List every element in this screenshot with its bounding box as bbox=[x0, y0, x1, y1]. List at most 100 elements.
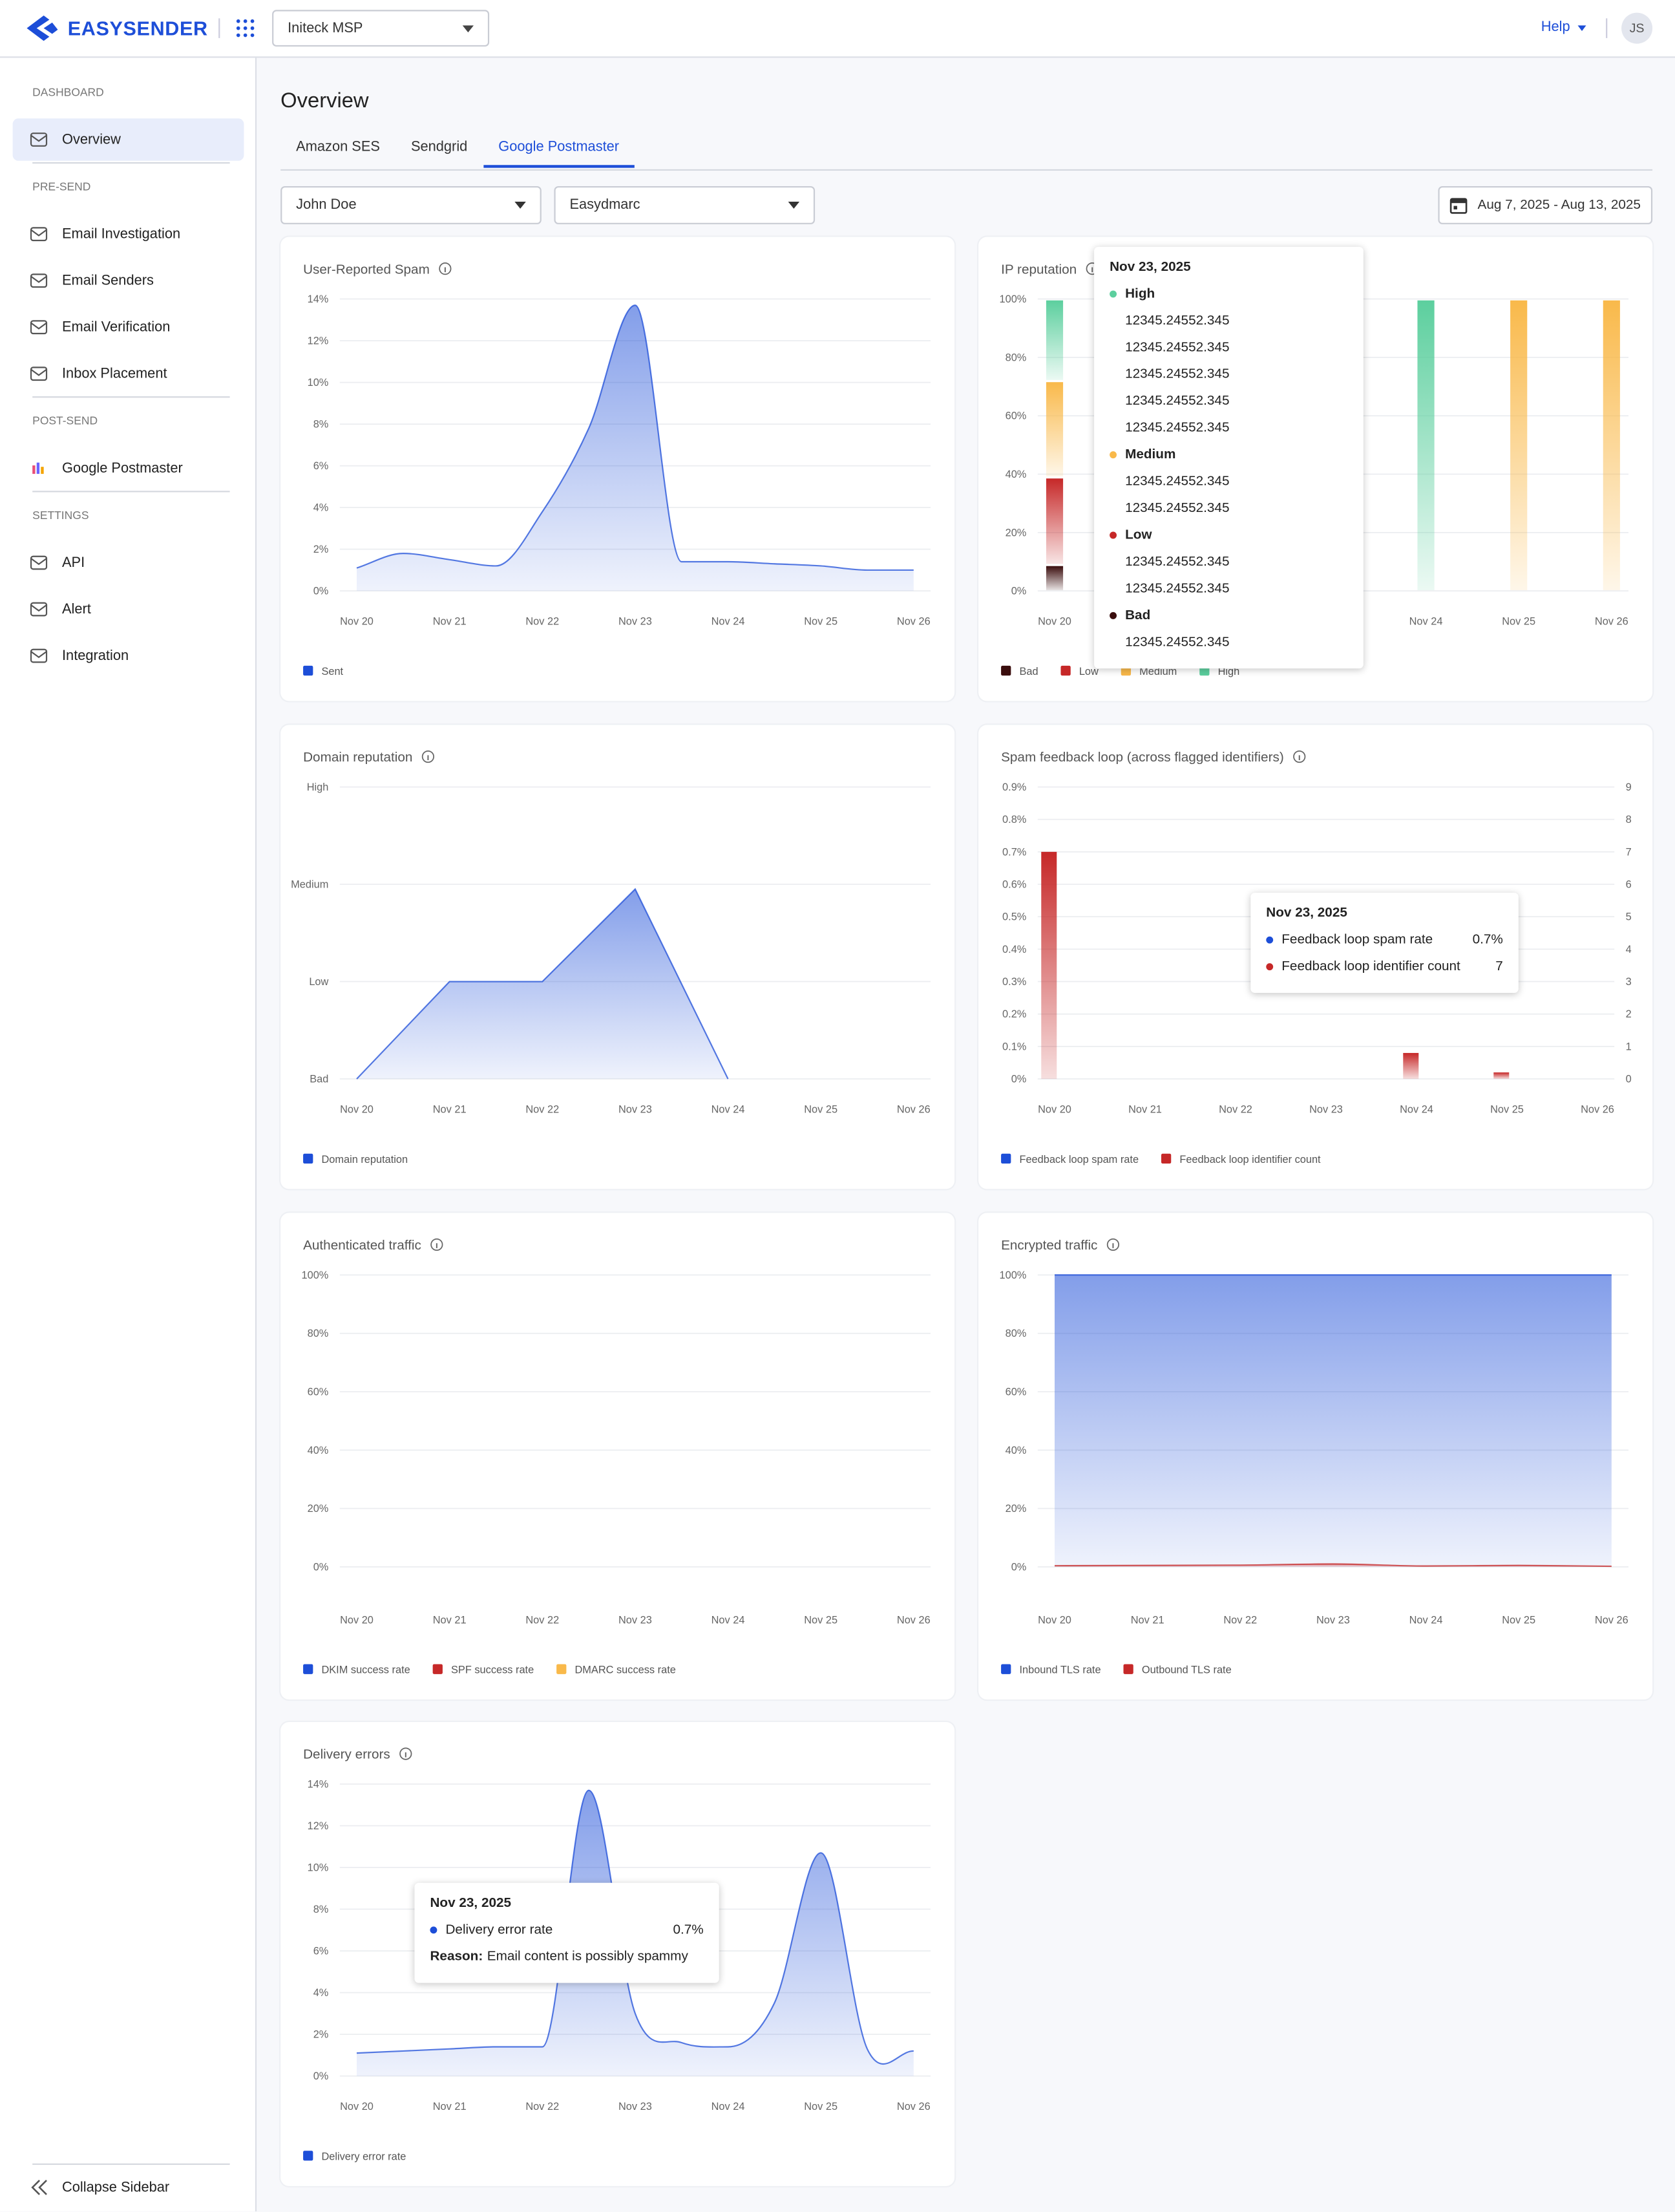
y-tick-label: 0.3% bbox=[1002, 976, 1026, 988]
legend-dot bbox=[1110, 531, 1117, 539]
logo-mark bbox=[26, 15, 58, 41]
organization-select[interactable]: Initeck MSP bbox=[272, 10, 490, 47]
y-tick-label: 0% bbox=[1011, 1561, 1027, 1573]
x-tick-label: Nov 24 bbox=[711, 1103, 745, 1115]
info-icon bbox=[399, 1747, 412, 1760]
apps-button[interactable] bbox=[235, 18, 255, 38]
y-tick-label: 0% bbox=[1011, 586, 1027, 597]
legend-swatch bbox=[432, 1664, 443, 1674]
bar-segment bbox=[1046, 300, 1064, 380]
legend-dot bbox=[1110, 611, 1117, 619]
tooltip-group: Bad bbox=[1110, 602, 1348, 629]
nav-label: Inbox Placement bbox=[61, 366, 167, 382]
legend-dot bbox=[1266, 963, 1274, 971]
area-fill bbox=[356, 889, 728, 1079]
chart-title: Authenticated traffic bbox=[303, 1238, 421, 1253]
info-icon bbox=[439, 262, 452, 275]
y-tick-label: 100% bbox=[1000, 293, 1027, 305]
nav-item[interactable]: Email Senders bbox=[13, 259, 244, 301]
collapse-icon bbox=[31, 2180, 47, 2195]
reason-label: Reason: bbox=[430, 1949, 483, 1965]
legend-swatch bbox=[303, 1153, 313, 1164]
ip-address: 12345.24552.345 bbox=[1125, 420, 1230, 436]
x-tick-label: Nov 21 bbox=[1128, 1103, 1162, 1115]
x-tick-label: Nov 25 bbox=[804, 1614, 838, 1626]
x-tick-label: Nov 25 bbox=[1502, 1614, 1535, 1626]
tooltip: Nov 23, 2025 High 12345.24552.345 12345.245… bbox=[1094, 246, 1364, 669]
tabs: Amazon SES Sendgrid Google Postmaster bbox=[280, 139, 1653, 171]
nav-item[interactable]: Overview bbox=[12, 118, 244, 161]
collapse-button[interactable]: Collapse Sidebar bbox=[13, 2166, 244, 2208]
nav-label: Integration bbox=[61, 648, 129, 664]
x-tick-label: Nov 20 bbox=[1038, 1103, 1071, 1115]
section-label: SETTINGS bbox=[32, 509, 89, 522]
icon-part bbox=[30, 604, 47, 612]
legend-swatch bbox=[303, 1664, 313, 1674]
chart-title: Spam feedback loop (across flagged ident… bbox=[1001, 750, 1284, 765]
y-tick-label: 0.2% bbox=[1002, 1008, 1026, 1020]
help-menu[interactable]: Help bbox=[1541, 19, 1570, 36]
icon-part bbox=[30, 322, 47, 330]
tooltip-reason: Reason: Email content is possibly spammy bbox=[430, 1944, 703, 1970]
chart-card: Authenticated traffic 0% 20% 40% 60% 80% 100% N… bbox=[280, 1213, 955, 1700]
icon-part bbox=[30, 648, 48, 663]
icon-part bbox=[36, 462, 40, 474]
nav-label: Alert bbox=[61, 601, 91, 617]
nav-item[interactable]: Google Postmaster bbox=[13, 447, 244, 489]
ip-address: 12345.24552.345 bbox=[1125, 634, 1230, 650]
bar-segment bbox=[1603, 300, 1620, 591]
nav-item[interactable]: Integration bbox=[13, 635, 244, 677]
tab[interactable]: Sendgrid bbox=[410, 139, 468, 155]
x-tick-label: Nov 26 bbox=[1595, 1614, 1628, 1626]
x-tick-label: Nov 25 bbox=[804, 2101, 838, 2112]
nav-label: Email Senders bbox=[61, 273, 154, 289]
legend-label: Low bbox=[1079, 666, 1099, 677]
x-tick-label: Nov 23 bbox=[618, 616, 652, 628]
date-range-button[interactable]: Aug 7, 2025 - Aug 13, 2025 bbox=[1438, 186, 1653, 224]
chart-title: Delivery errors bbox=[303, 1747, 390, 1762]
caret-shape bbox=[788, 201, 800, 209]
y2-tick-label: 1 bbox=[1626, 1041, 1632, 1052]
y2-tick-label: 5 bbox=[1626, 911, 1632, 923]
filter-select[interactable]: Easydmarc bbox=[554, 186, 816, 224]
filter-select[interactable]: John Doe bbox=[280, 186, 542, 224]
caret bbox=[514, 201, 526, 209]
ip-address: 12345.24552.345 bbox=[1125, 554, 1230, 570]
legend-label: Feedback loop spam rate bbox=[1019, 1154, 1139, 1165]
nav-item[interactable]: Email Investigation bbox=[13, 213, 244, 255]
y-tick-label: 60% bbox=[1006, 1386, 1027, 1398]
y2-tick-label: 8 bbox=[1626, 814, 1632, 825]
nav-item[interactable]: Inbox Placement bbox=[13, 352, 244, 394]
nav-item[interactable]: Alert bbox=[13, 588, 244, 630]
bar bbox=[1041, 851, 1057, 1079]
x-tick-label: Nov 24 bbox=[711, 616, 745, 628]
y-tick-label: 6% bbox=[313, 460, 329, 472]
legend-swatch bbox=[1060, 665, 1071, 676]
line bbox=[356, 888, 729, 1079]
group-name: Low bbox=[1125, 527, 1152, 543]
info-icon bbox=[421, 750, 435, 763]
divider bbox=[32, 162, 230, 164]
nav-label: Overview bbox=[61, 131, 121, 147]
reason-text: Email content is possibly spammy bbox=[487, 1949, 688, 1965]
y-tick-label: 0% bbox=[313, 586, 329, 597]
filter-value: John Doe bbox=[296, 197, 357, 213]
avatar[interactable]: JS bbox=[1621, 12, 1653, 44]
icon-part bbox=[30, 555, 48, 570]
tooltip-title: Nov 23, 2025 bbox=[1266, 905, 1347, 921]
x-tick-label: Nov 25 bbox=[804, 1103, 838, 1115]
legend-label: Feedback loop identifier count bbox=[1179, 1154, 1321, 1165]
nav-icon bbox=[30, 227, 48, 242]
line bbox=[356, 1789, 914, 2065]
y-tick-label: 40% bbox=[1006, 469, 1027, 480]
x-tick-label: Nov 24 bbox=[1409, 1614, 1443, 1626]
y-tick-label: 0% bbox=[313, 2070, 329, 2082]
legend-dot bbox=[430, 1926, 437, 1934]
tooltip: Nov 23, 2025 Delivery error rate 0.7% Reaso… bbox=[414, 1882, 719, 1983]
tab[interactable]: Google Postmaster bbox=[483, 140, 635, 168]
nav-item[interactable]: API bbox=[13, 542, 244, 584]
nav-item[interactable]: Email Verification bbox=[13, 306, 244, 348]
y-tick-label: High bbox=[307, 782, 329, 793]
tab[interactable]: Amazon SES bbox=[296, 139, 380, 155]
group-name: High bbox=[1125, 286, 1155, 302]
